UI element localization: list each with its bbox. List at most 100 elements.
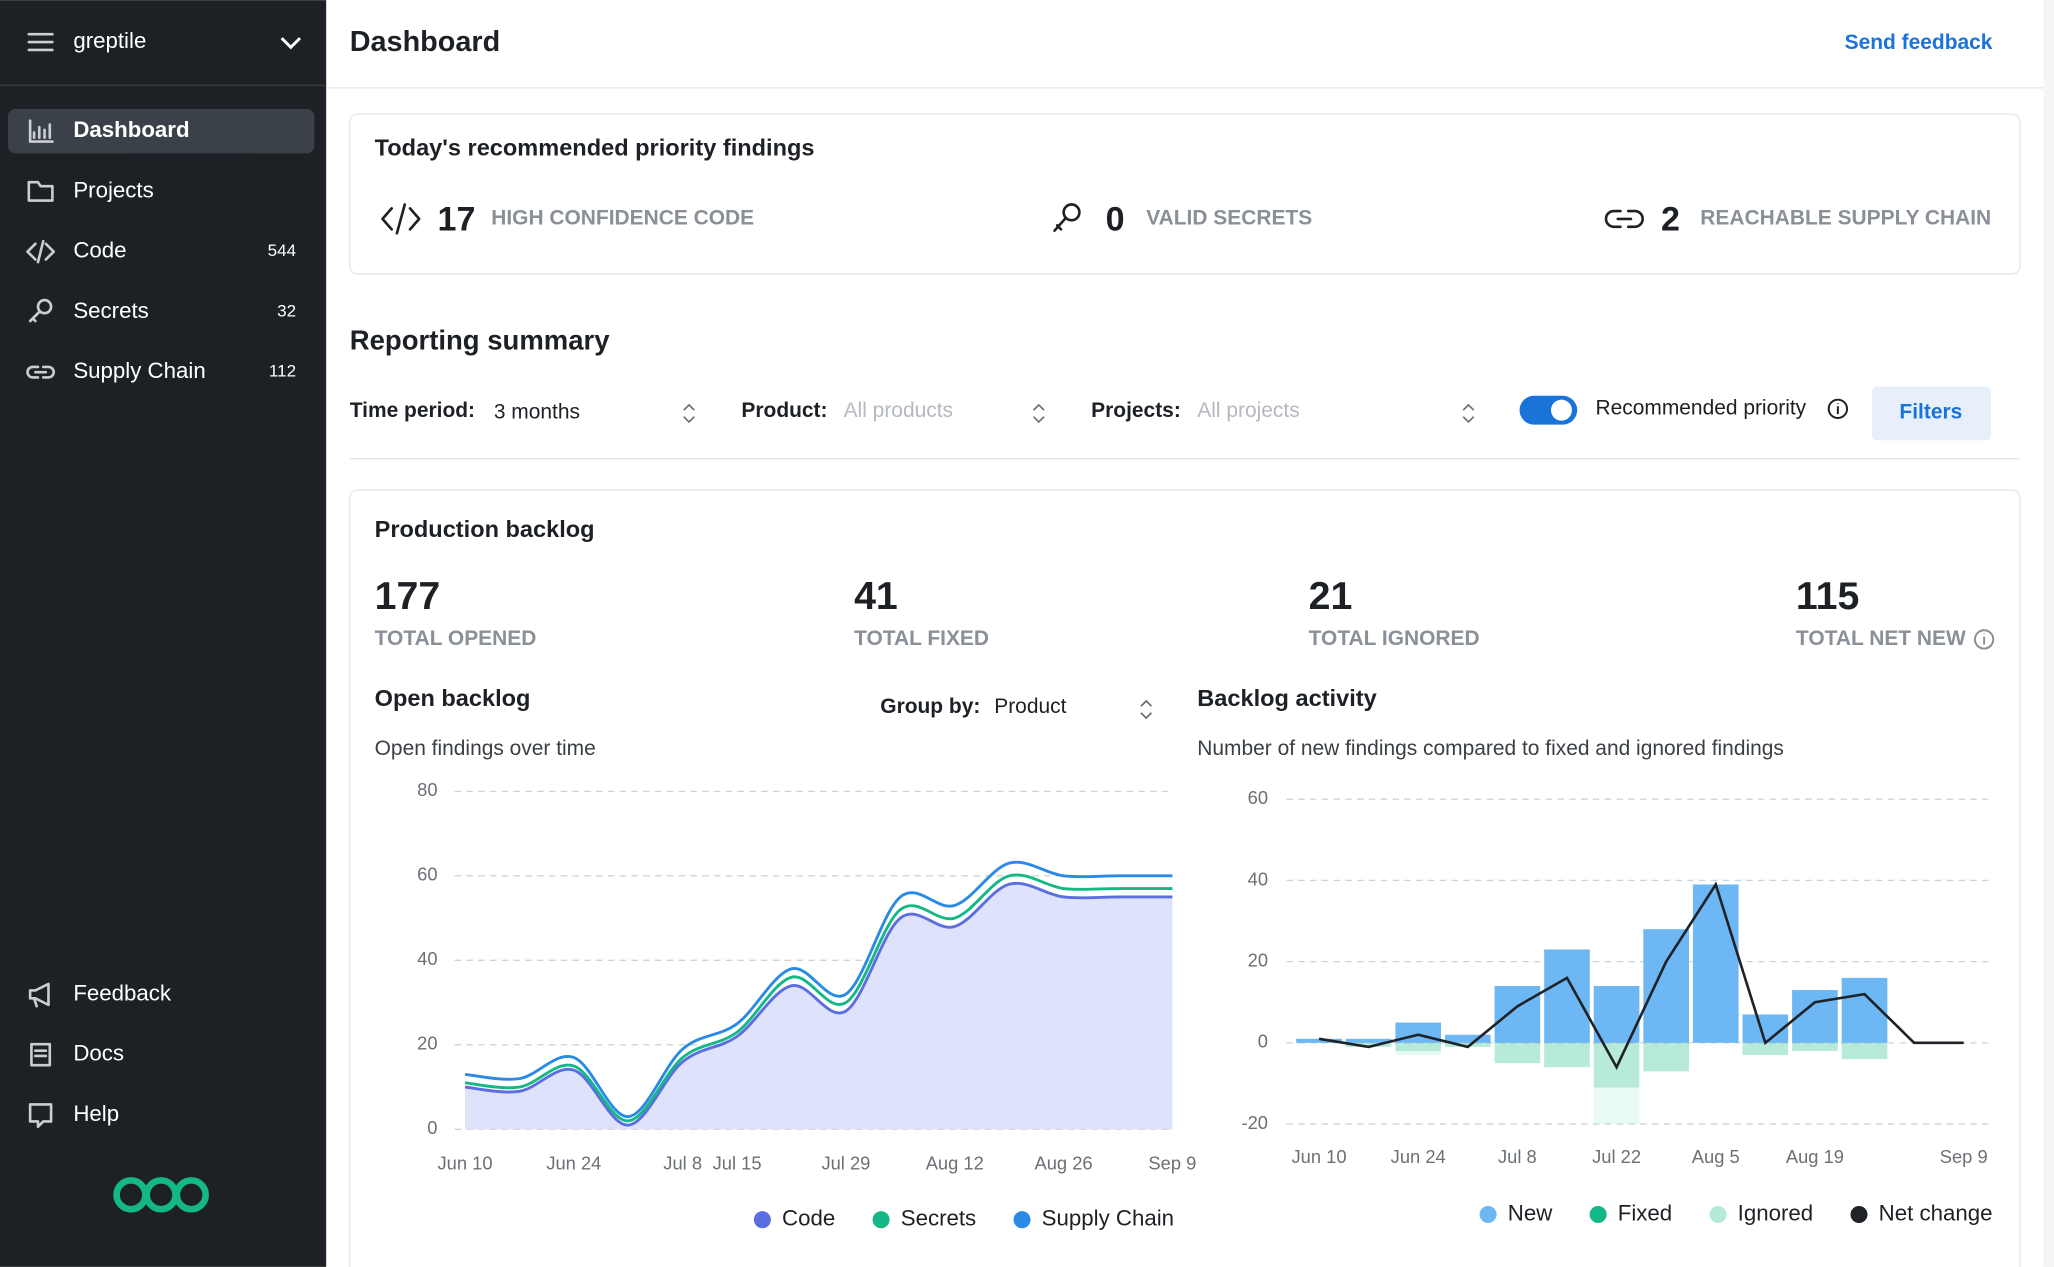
legend-swatch xyxy=(872,1211,890,1229)
nav-icon xyxy=(28,119,54,143)
logo xyxy=(113,1177,209,1213)
filter-select[interactable]: Projects: All projects xyxy=(1091,399,1475,424)
y-tick-label: 60 xyxy=(417,864,437,885)
nav-icon xyxy=(30,1042,52,1067)
link-icon xyxy=(1604,209,1644,229)
nav-icon xyxy=(28,298,53,323)
x-tick-label: Aug 26 xyxy=(1035,1153,1093,1174)
priority-title: Today's recommended priority findings xyxy=(375,135,815,161)
reporting-title: Reporting summary xyxy=(350,324,610,355)
nav-item[interactable]: Feedback xyxy=(28,980,172,1008)
legend-swatch xyxy=(1850,1205,1868,1223)
finding-count: 0 xyxy=(1106,201,1125,239)
filter-select[interactable]: Time period: 3 months xyxy=(350,399,695,423)
x-tick-label: Jul 8 xyxy=(663,1153,702,1174)
key-icon xyxy=(1053,203,1081,233)
filter-label: Time period: xyxy=(350,399,475,422)
nav-label: Docs xyxy=(73,1041,124,1066)
filter-label: Product: xyxy=(741,399,827,422)
filter-placeholder: All projects xyxy=(1197,399,1299,422)
legend-swatch xyxy=(1709,1205,1727,1223)
stat-value: 21 xyxy=(1309,574,1353,618)
nav-item[interactable]: Supply Chain 112 xyxy=(26,358,297,383)
group-by-select[interactable]: Group by: Product xyxy=(880,695,1153,720)
nav-icon xyxy=(28,982,50,1008)
x-tick-label: Jun 24 xyxy=(546,1153,601,1174)
legend-swatch xyxy=(1479,1205,1497,1223)
x-tick-label: Aug 12 xyxy=(926,1153,984,1174)
bar xyxy=(1345,1038,1392,1043)
org-name: greptile xyxy=(73,28,146,53)
legend-label[interactable]: Secrets xyxy=(901,1206,976,1231)
legend-label[interactable]: Fixed xyxy=(1618,1200,1672,1225)
legend-label[interactable]: Code xyxy=(782,1206,835,1231)
bar xyxy=(1643,929,1689,1043)
priority-toggle[interactable]: Recommended priority xyxy=(1519,395,1807,425)
nav-icon xyxy=(28,1103,53,1129)
bar xyxy=(1742,1014,1789,1043)
filters-button[interactable]: Filters xyxy=(1871,386,1992,441)
x-tick-label: Sep 9 xyxy=(1148,1153,1196,1174)
legend-label[interactable]: Ignored xyxy=(1738,1200,1813,1225)
toggle-label: Recommended priority xyxy=(1596,396,1807,419)
nav-item[interactable]: Code 544 xyxy=(26,238,297,264)
nav-icon xyxy=(26,365,55,379)
updown-icon xyxy=(683,403,695,424)
bar xyxy=(1544,1042,1590,1068)
nav-label: Dashboard xyxy=(73,117,189,142)
menu-button[interactable] xyxy=(27,32,54,52)
x-tick-label: Jul 29 xyxy=(821,1153,870,1174)
nav-label: Projects xyxy=(73,177,153,202)
legend-label[interactable]: Net change xyxy=(1879,1200,1993,1225)
nav-label: Supply Chain xyxy=(73,358,205,383)
group-by-value: Product xyxy=(994,695,1066,718)
filter-label: Projects: xyxy=(1091,399,1181,422)
x-tick-label: Aug 5 xyxy=(1692,1146,1740,1167)
legend-label[interactable]: New xyxy=(1508,1200,1553,1225)
nav-item[interactable]: Docs xyxy=(30,1041,124,1067)
bar xyxy=(1494,1042,1541,1064)
send-feedback[interactable]: Send feedback xyxy=(1845,31,1993,54)
series-line xyxy=(464,860,1173,1119)
legend-label[interactable]: Supply Chain xyxy=(1042,1206,1174,1231)
x-tick-label: Jul 8 xyxy=(1498,1146,1537,1167)
stat-value: 41 xyxy=(854,574,898,618)
bar xyxy=(1395,1042,1442,1051)
bar xyxy=(1296,1038,1342,1043)
backlog-title: Production backlog xyxy=(375,516,595,542)
bar xyxy=(1444,1034,1491,1043)
legend-swatch xyxy=(753,1211,771,1229)
y-tick-label: -20 xyxy=(1242,1112,1269,1133)
bar xyxy=(1494,986,1541,1043)
updown-icon xyxy=(1032,403,1045,424)
org-switcher[interactable]: greptile xyxy=(73,28,301,53)
bar xyxy=(1692,884,1739,1043)
stat-label: TOTAL NET NEW xyxy=(1796,627,1966,650)
nav-label: Feedback xyxy=(73,980,172,1005)
nav-count: 32 xyxy=(277,301,296,320)
info-icon xyxy=(1827,398,1849,419)
y-tick-label: 60 xyxy=(1248,787,1268,808)
y-tick-label: 40 xyxy=(417,948,437,969)
x-tick-label: Aug 19 xyxy=(1786,1146,1844,1167)
page-title: Dashboard xyxy=(350,26,500,58)
nav-count: 112 xyxy=(269,362,296,381)
series-line xyxy=(464,873,1173,1123)
nav-item[interactable]: Help xyxy=(28,1101,119,1129)
nav-item[interactable]: Projects xyxy=(27,177,154,202)
scrollbar xyxy=(2043,0,2054,1267)
finding-count: 17 xyxy=(438,201,476,239)
x-tick-label: Jul 22 xyxy=(1592,1146,1641,1167)
y-tick-label: 0 xyxy=(427,1117,437,1138)
nav-item[interactable]: Secrets 32 xyxy=(28,298,296,323)
priority-card xyxy=(349,113,2021,275)
filter-select[interactable]: Product: All products xyxy=(741,399,1045,424)
nav-item[interactable]: Dashboard xyxy=(7,108,315,154)
x-tick-label: Jun 24 xyxy=(1391,1146,1446,1167)
finding-count: 2 xyxy=(1661,201,1680,239)
legend-swatch xyxy=(1013,1211,1031,1229)
stat-label: TOTAL OPENED xyxy=(375,627,537,650)
area-fill xyxy=(465,883,1173,1130)
nav-label: Secrets xyxy=(73,298,148,323)
legend-swatch xyxy=(1589,1205,1607,1223)
